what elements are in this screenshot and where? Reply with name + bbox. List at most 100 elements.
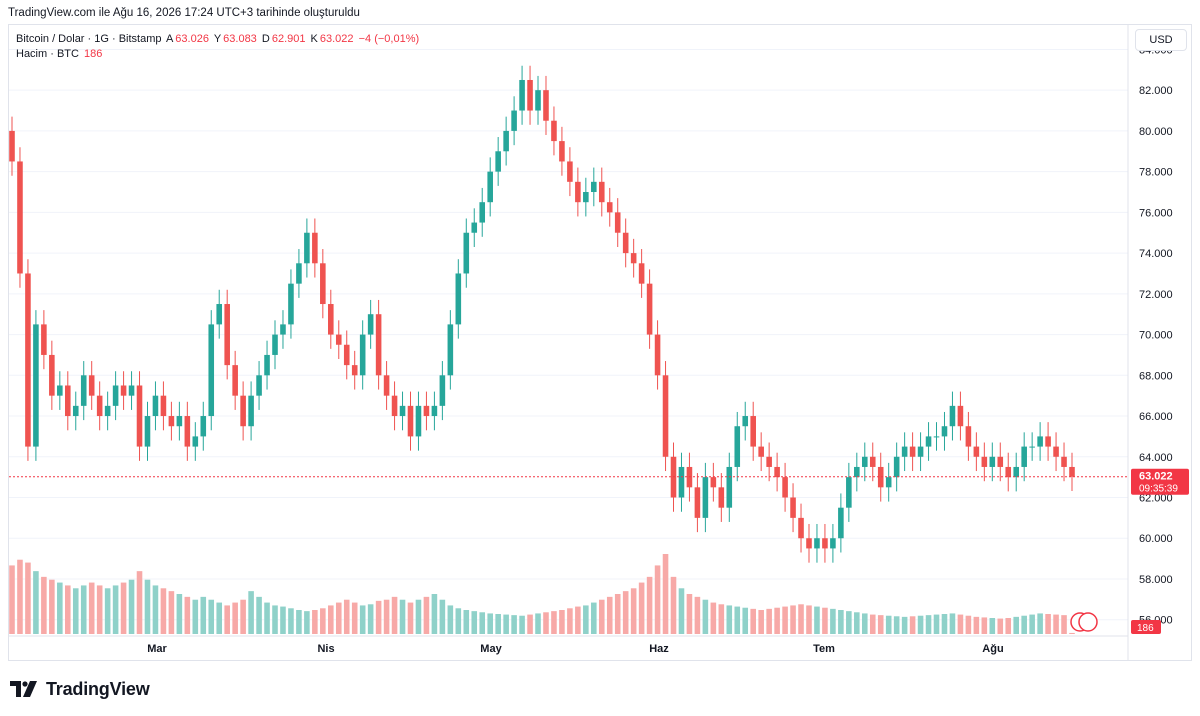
candle bbox=[997, 456, 1004, 467]
candle bbox=[9, 130, 15, 162]
candle bbox=[861, 456, 868, 467]
candle bbox=[104, 405, 111, 417]
volume-bar bbox=[391, 596, 398, 634]
volume-bar bbox=[957, 614, 964, 634]
volume-bar bbox=[49, 579, 55, 634]
candle bbox=[57, 385, 63, 396]
candle bbox=[559, 141, 565, 162]
export-caption: TradingView.com ile Ağu 16, 2026 17:24 U… bbox=[8, 7, 360, 19]
candle bbox=[312, 232, 318, 264]
symbol-title[interactable]: Bitcoin / Dolar · 1G · Bitstamp bbox=[16, 33, 162, 45]
candle bbox=[909, 446, 916, 457]
currency-button[interactable]: USD bbox=[1135, 29, 1187, 51]
candle bbox=[328, 304, 334, 335]
volume-bar bbox=[312, 610, 318, 634]
volume-bar bbox=[575, 606, 581, 634]
candle bbox=[527, 79, 533, 111]
volume-bar bbox=[646, 576, 653, 634]
volume-bar bbox=[208, 599, 215, 634]
volume-bar bbox=[184, 596, 191, 634]
candle bbox=[543, 90, 549, 121]
volume-bar bbox=[686, 594, 693, 634]
candle bbox=[359, 334, 366, 376]
volume-bar bbox=[367, 604, 374, 634]
candle bbox=[487, 171, 493, 203]
volume-bar bbox=[814, 606, 820, 634]
candle bbox=[200, 416, 207, 437]
candle bbox=[240, 395, 246, 427]
candle bbox=[567, 161, 573, 182]
volume-bar bbox=[423, 596, 430, 634]
volume-bar bbox=[495, 614, 501, 634]
volume-bar bbox=[1053, 614, 1059, 634]
volume-bar bbox=[439, 599, 446, 634]
change-value: −4 (−0,01%) bbox=[358, 33, 420, 45]
candle bbox=[296, 263, 302, 284]
ohlc-row: Bitcoin / Dolar · 1G · Bitstamp A 63.026 … bbox=[16, 32, 421, 47]
volume-bar bbox=[869, 614, 876, 634]
flag-us-icon[interactable] bbox=[1078, 612, 1098, 632]
volume-bar bbox=[654, 565, 661, 634]
volume-bar bbox=[583, 605, 589, 634]
volume-bar bbox=[272, 605, 278, 634]
candle bbox=[375, 314, 382, 376]
tradingview-logo-icon bbox=[10, 681, 37, 697]
candle bbox=[224, 304, 230, 366]
candle bbox=[774, 466, 780, 478]
candle bbox=[614, 212, 621, 233]
candle bbox=[415, 405, 422, 437]
candle bbox=[463, 232, 470, 274]
candle bbox=[989, 456, 996, 467]
candle bbox=[535, 90, 541, 111]
volume-bar bbox=[782, 606, 788, 634]
volume-bar bbox=[949, 613, 956, 634]
volume-bar bbox=[750, 608, 756, 634]
candle bbox=[192, 436, 199, 447]
low-value: 62.901 bbox=[271, 33, 306, 45]
candle bbox=[144, 416, 151, 447]
candle bbox=[96, 395, 103, 417]
candle bbox=[41, 324, 47, 355]
volume-bar bbox=[846, 611, 852, 634]
volume-bar bbox=[152, 585, 159, 634]
candle bbox=[88, 375, 95, 396]
volume-bar bbox=[455, 608, 462, 634]
volume-bar bbox=[543, 612, 549, 634]
candle bbox=[798, 517, 804, 539]
volume-bar bbox=[112, 585, 119, 634]
candle bbox=[925, 436, 932, 447]
high-value: 63.083 bbox=[223, 33, 257, 45]
candle bbox=[1005, 466, 1012, 478]
volume-bar bbox=[822, 607, 828, 634]
candle bbox=[758, 446, 764, 457]
volume-bar bbox=[622, 591, 629, 634]
logo-text: TradingView bbox=[46, 678, 150, 699]
volume-bar bbox=[72, 588, 79, 634]
y-tick-label: 78.000 bbox=[1139, 167, 1173, 179]
candle bbox=[646, 283, 653, 335]
volume-bar bbox=[471, 611, 478, 634]
volume-bar bbox=[798, 604, 804, 634]
candle bbox=[33, 324, 39, 447]
candle bbox=[65, 385, 71, 417]
volume-bar bbox=[909, 616, 916, 634]
candle bbox=[49, 354, 55, 396]
volume-bar bbox=[981, 617, 988, 634]
volume-bar bbox=[168, 591, 175, 634]
candle bbox=[304, 232, 310, 264]
close-label: K bbox=[310, 33, 318, 45]
candle bbox=[471, 222, 478, 233]
volume-bar bbox=[407, 602, 414, 634]
candle bbox=[742, 416, 749, 427]
candle bbox=[726, 466, 733, 508]
low-label: D bbox=[261, 33, 270, 45]
volume-bar bbox=[160, 588, 167, 634]
tradingview-logo[interactable]: TradingView bbox=[10, 679, 150, 699]
volume-label[interactable]: Hacim · BTC bbox=[16, 48, 79, 60]
y-tick-label: 58.000 bbox=[1139, 574, 1173, 586]
volume-bar bbox=[192, 599, 199, 634]
candle bbox=[814, 538, 820, 549]
volume-bar bbox=[176, 594, 183, 634]
candle bbox=[678, 466, 685, 498]
